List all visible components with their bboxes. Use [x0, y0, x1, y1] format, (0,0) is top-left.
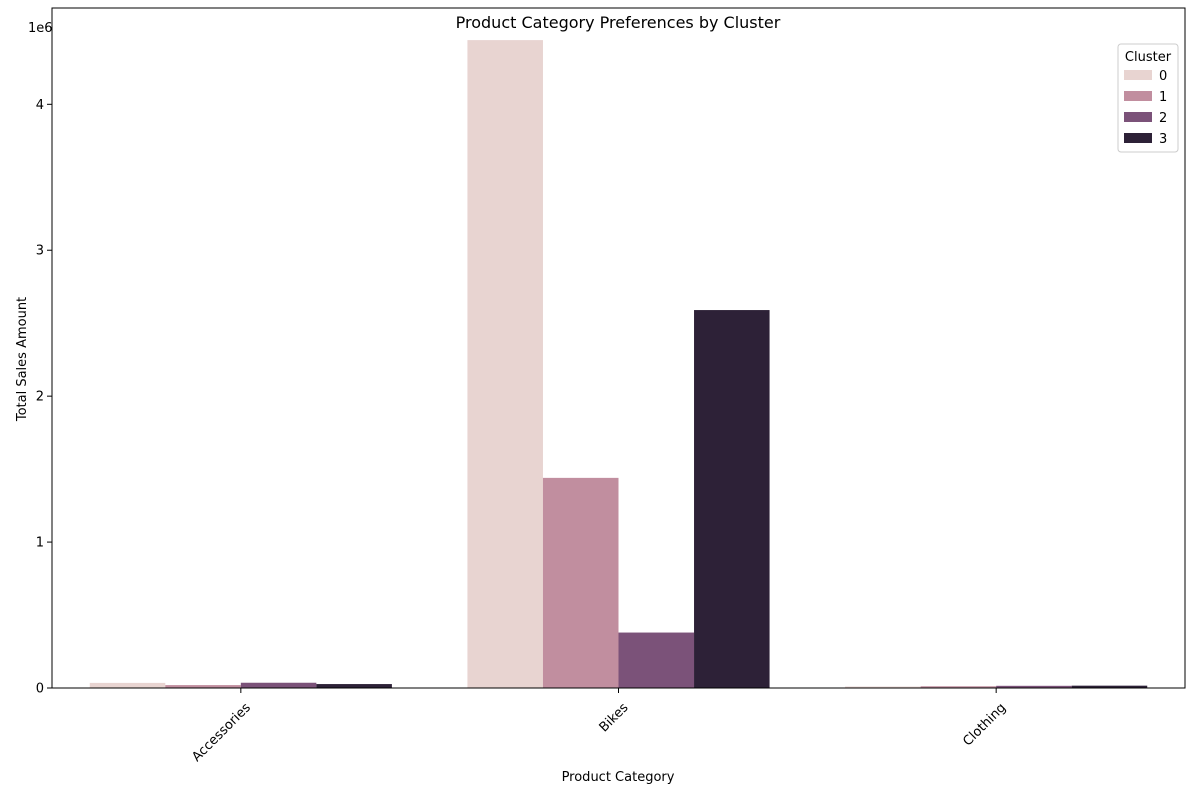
legend-label-cluster-0: 0 [1159, 69, 1167, 84]
bar-clothing-cluster-1 [920, 686, 997, 688]
legend-swatch-cluster-3 [1124, 133, 1152, 143]
x-axis-label: Product Category [562, 770, 675, 785]
bar-accessories-cluster-0 [89, 682, 166, 688]
chart-title: Product Category Preferences by Cluster [456, 13, 781, 32]
legend-label-cluster-1: 1 [1159, 90, 1167, 105]
bar-bikes-cluster-1 [542, 477, 619, 688]
x-tick-label-clothing: Clothing [960, 700, 1009, 749]
plot-frame [51, 7, 1186, 689]
y-scale-multiplier: 1e6 [28, 21, 53, 36]
legend-label-cluster-3: 3 [1159, 132, 1167, 147]
bar-clothing-cluster-3 [1071, 685, 1148, 688]
legend-swatch-cluster-2 [1124, 112, 1152, 122]
y-tick-label: 1 [36, 536, 44, 551]
bar-bikes-cluster-0 [467, 40, 543, 688]
bar-bikes-cluster-2 [618, 632, 695, 688]
legend-swatch-cluster-1 [1124, 91, 1152, 101]
bar-clothing-cluster-0 [845, 686, 921, 688]
legend-label-cluster-2: 2 [1159, 111, 1167, 126]
y-tick-label: 3 [36, 244, 44, 259]
y-axis-ticks: 0 1 2 3 4 [36, 98, 52, 697]
y-axis-label: Total Sales Amount [15, 297, 30, 422]
bar-accessories-cluster-2 [240, 682, 317, 688]
bar-accessories-cluster-1 [165, 685, 241, 688]
y-tick-label: 0 [36, 682, 44, 697]
bar-accessories-cluster-3 [316, 684, 392, 688]
x-tick-label-bikes: Bikes [597, 700, 632, 735]
x-axis-ticks: Accessories Bikes Clothing [189, 688, 1009, 765]
y-tick-label: 2 [36, 390, 44, 405]
x-tick-label-accessories: Accessories [189, 700, 254, 765]
legend: Cluster 0 1 2 3 [1117, 43, 1179, 153]
bar-bikes-cluster-3 [694, 310, 770, 688]
bars-group [89, 40, 1148, 688]
legend-title: Cluster [1125, 50, 1172, 65]
bar-clothing-cluster-2 [996, 685, 1072, 688]
y-tick-label: 4 [36, 98, 44, 113]
legend-swatch-cluster-0 [1124, 70, 1152, 80]
